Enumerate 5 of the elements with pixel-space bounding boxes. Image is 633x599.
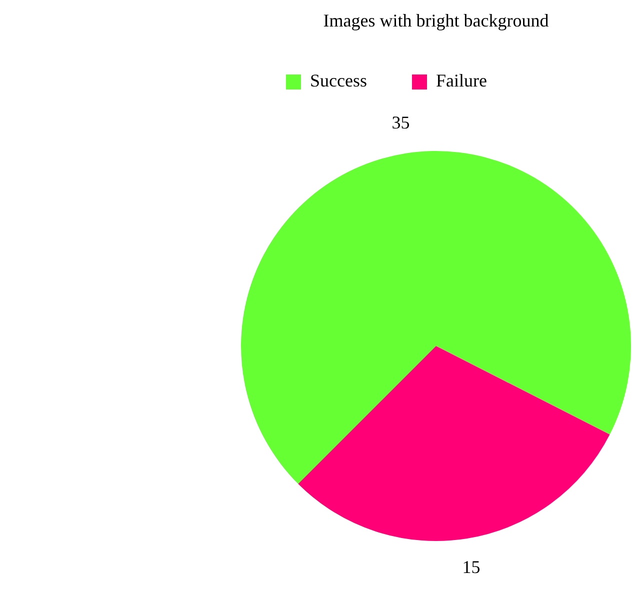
legend-label: Failure: [436, 70, 487, 91]
data-label: 15: [462, 556, 480, 577]
chart-title: Images with bright background: [323, 10, 549, 31]
data-label: 35: [392, 112, 410, 133]
legend-label: Success: [310, 70, 367, 91]
